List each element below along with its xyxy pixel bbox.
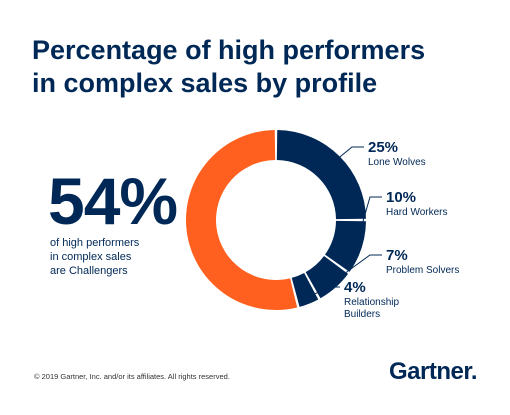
category-label-lone-wolves: Lone Wolves [368,157,426,168]
category-label-relationship-builders-1: Relationship [344,297,399,308]
data-label-lone-wolves: 25% [368,139,398,156]
chart-title-line-2: in complex sales by profile [32,68,378,98]
leader-line-hard-workers [355,196,382,247]
slice-hard-workers [325,220,366,272]
gartner-logo: Gartner. [389,358,478,385]
leader-line-lone-wolves [335,146,364,161]
chart-title-line-1: Percentage of high performers [32,35,426,65]
data-label-hard-workers: 10% [386,189,416,206]
slice-lone-wolves [276,130,366,220]
copyright-footer: © 2019 Gartner, Inc. and/or its affiliat… [34,372,230,381]
challengers-caption-line-3: are Challengers [50,265,128,277]
challengers-percentage: 54% [48,164,178,238]
leader-line-relationship-builders [306,286,340,299]
category-label-relationship-builders-2: Builders [344,309,380,320]
leader-line-problem-solvers [331,254,382,284]
challengers-caption-line-1: of high performers [50,237,140,249]
data-label-relationship-builders: 4% [344,279,366,296]
slice-challengers [186,130,298,310]
gartner-logo-text: Gartner [389,358,471,385]
slice-relationship-builders [291,272,319,307]
category-label-hard-workers: Hard Workers [386,207,448,218]
data-label-problem-solvers: 7% [386,247,408,264]
chart-title: Percentage of high performers in complex… [32,34,492,100]
challengers-caption: of high performers in complex sales are … [50,236,139,278]
category-label-problem-solvers: Problem Solvers [386,265,459,276]
challengers-caption-line-2: in complex sales [50,251,132,263]
slice-problem-solvers [305,255,349,299]
